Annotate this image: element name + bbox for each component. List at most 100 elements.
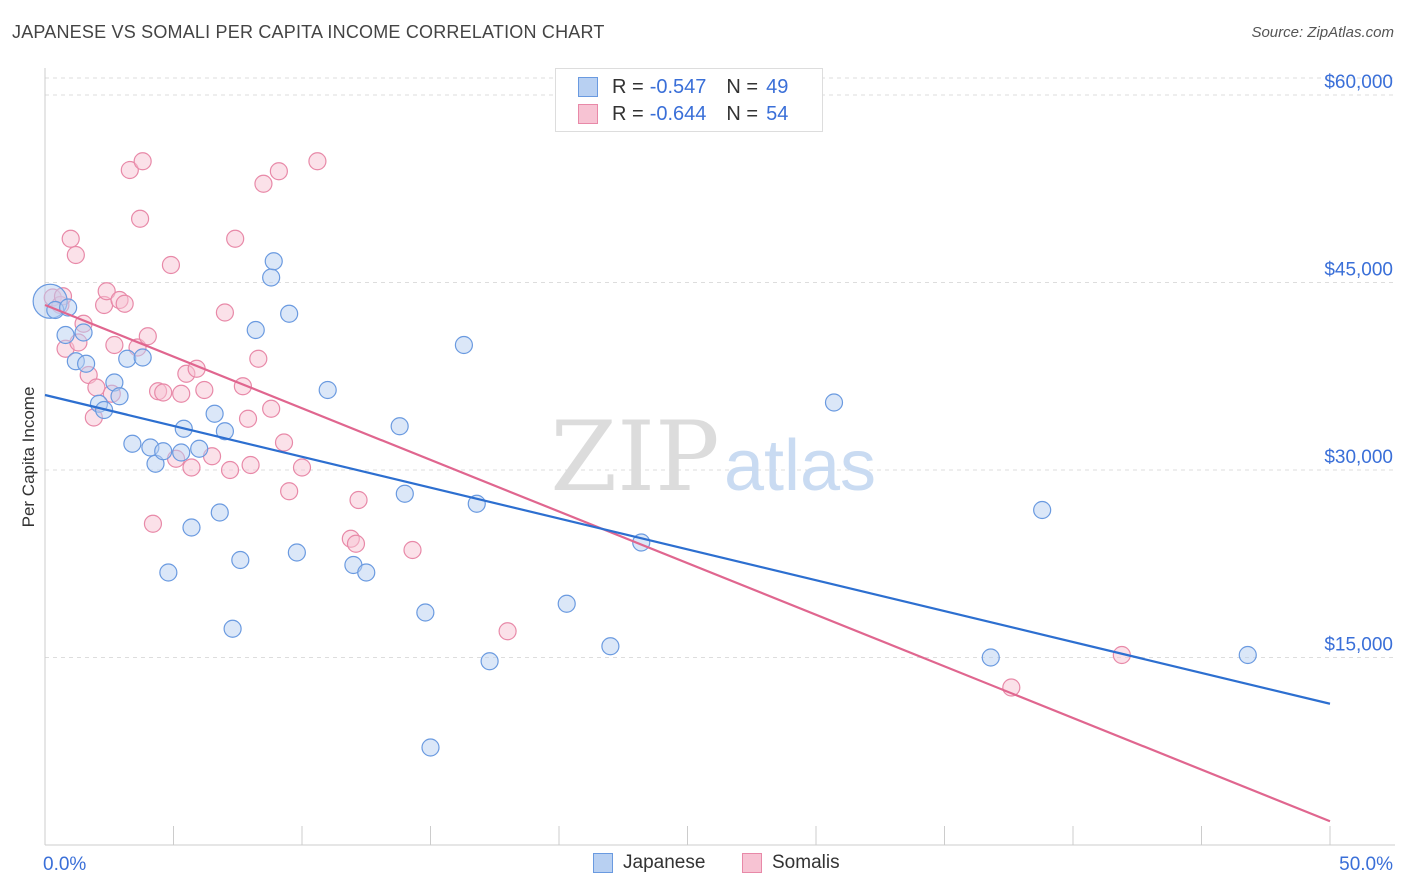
chart-title: JAPANESE VS SOMALI PER CAPITA INCOME COR…	[12, 22, 605, 42]
japanese-point	[172, 443, 191, 462]
japanese-r-value: -0.547	[649, 75, 707, 98]
somalis-point	[274, 433, 294, 452]
somalis-r-value: -0.644	[649, 102, 707, 125]
japanese-swatch	[578, 77, 598, 97]
japanese-point	[210, 503, 229, 522]
somalis-point	[138, 327, 157, 346]
japanese-point	[1033, 500, 1052, 520]
japanese-legend-label: Japanese	[623, 852, 706, 873]
somalis-point	[226, 229, 245, 248]
japanese-point	[123, 434, 142, 453]
somalis-point	[87, 378, 106, 397]
somalis-point	[115, 294, 134, 313]
somalis-n-value: 54	[766, 102, 789, 125]
japanese-point	[480, 652, 499, 671]
somalis-point	[308, 152, 327, 171]
watermark-zip: ZIP	[550, 401, 719, 513]
japanese-point	[246, 320, 265, 340]
somalis-point	[130, 209, 150, 228]
axis-labels: $15,000 $30,000 $45,000 $60,000 0.0% 50.0% Per…	[19, 72, 1393, 875]
somalis-point	[97, 282, 116, 301]
japanese-point	[557, 594, 576, 613]
japanese-point	[56, 325, 75, 345]
somalis-point	[349, 490, 368, 510]
japanese-point	[262, 268, 281, 287]
y-tick-label: $15,000	[1324, 635, 1393, 656]
somalis-point	[120, 160, 139, 180]
somalis-point	[61, 229, 80, 248]
somalis-trend-line	[44, 303, 1331, 823]
somalis-point	[262, 399, 281, 418]
somalis-legend-label: Somalis	[772, 852, 840, 873]
bottom-legend-japanese: Japanese	[593, 852, 705, 874]
somalis-point	[133, 152, 152, 171]
japanese-n-label: N =	[726, 75, 759, 98]
somalis-r-label: R =	[612, 102, 644, 125]
japanese-point	[190, 439, 209, 458]
japanese-point	[318, 380, 337, 400]
japanese-point	[416, 603, 435, 622]
japanese-n-value: 49	[766, 75, 789, 98]
somalis-point	[195, 380, 214, 400]
japanese-point	[231, 550, 250, 570]
somalis-point	[161, 255, 181, 275]
somalis-point	[403, 540, 422, 560]
japanese-point	[154, 442, 173, 461]
somalis-point	[292, 458, 312, 477]
somalis-point	[143, 514, 163, 533]
japanese-point	[205, 404, 224, 423]
somalis-n-label: N =	[726, 102, 759, 125]
japanese-r-label: R =	[612, 75, 644, 98]
japanese-trend-line	[44, 393, 1331, 705]
japanese-point	[824, 393, 844, 412]
japanese-point	[159, 563, 178, 582]
somalis-point	[249, 349, 268, 368]
japanese-point	[215, 422, 234, 441]
grid-lines	[45, 77, 1395, 658]
somalis-point	[154, 383, 173, 402]
y-axis-label: Per Capita Income	[19, 387, 38, 528]
somalis-point	[280, 482, 299, 501]
japanese-points	[32, 252, 1257, 757]
japanese-point	[133, 348, 152, 367]
trend-lines	[44, 303, 1331, 823]
legend-row-somalis: R = -0.644 N = 54	[578, 102, 788, 126]
zipatlas-watermark: ZIP atlas	[550, 401, 876, 513]
somalis-legend-swatch	[742, 853, 762, 873]
source-credit: Source: ZipAtlas.com	[1251, 24, 1394, 41]
x-tick-label-max: 50.0%	[1339, 854, 1393, 875]
somalis-point	[241, 455, 260, 475]
somalis-point	[220, 460, 240, 480]
somalis-point	[172, 384, 191, 403]
japanese-point	[421, 738, 440, 757]
watermark-atlas: atlas	[724, 426, 876, 506]
japanese-point	[280, 304, 299, 323]
somalis-point	[105, 335, 124, 355]
japanese-point	[74, 323, 93, 342]
japanese-point	[601, 637, 620, 656]
japanese-legend-swatch	[593, 853, 613, 873]
japanese-point	[223, 619, 242, 638]
somalis-point	[498, 622, 517, 641]
japanese-point	[110, 387, 129, 406]
japanese-point	[357, 563, 376, 582]
axes	[44, 68, 1395, 846]
somalis-point	[215, 303, 234, 322]
correlation-legend: R = -0.547 N = 49 R = -0.644 N = 54	[555, 68, 823, 132]
somalis-point	[66, 245, 85, 265]
japanese-point	[454, 335, 474, 355]
japanese-point	[264, 252, 283, 271]
japanese-point	[182, 518, 201, 537]
y-tick-label: $30,000	[1324, 447, 1393, 468]
legend-row-japanese: R = -0.547 N = 49	[578, 75, 788, 99]
somalis-point	[238, 409, 258, 428]
x-tick-label-min: 0.0%	[43, 854, 86, 875]
somalis-point	[182, 458, 201, 477]
somalis-point	[254, 174, 273, 193]
somalis-point	[269, 162, 288, 181]
somalis-point	[346, 534, 366, 553]
japanese-point	[1238, 645, 1257, 665]
y-tick-label: $45,000	[1324, 260, 1393, 281]
bottom-legend-somalis: Somalis	[742, 852, 840, 874]
